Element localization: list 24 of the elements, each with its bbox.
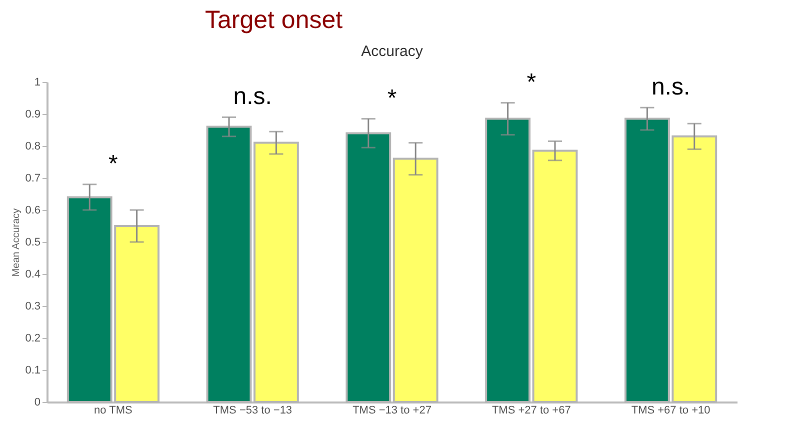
annotation: n.s. [651,74,690,101]
x-tick-label: TMS +67 to +10 [631,404,710,416]
y-tick-label: 0.7 [25,172,40,184]
y-tick-label: 0.4 [25,268,40,280]
x-tick-label: no TMS [94,404,132,416]
x-tick-label: TMS +27 to +67 [492,404,571,416]
y-tick-label: 0.2 [25,332,40,344]
y-tick-label: 0.9 [25,108,40,120]
y-tick-label: 0.8 [25,140,40,152]
y-tick-label: 1 [34,76,40,88]
y-tick-label: 0 [34,396,40,408]
y-tick-label: 0.1 [25,364,40,376]
y-tick-label: 0.5 [25,236,40,248]
y-tick-label: 0.3 [25,300,40,312]
x-tick-label: TMS −53 to −13 [213,404,292,416]
annotation: * [526,68,536,96]
y-tick-label: 0.6 [25,204,40,216]
annotation: n.s. [233,83,272,110]
annotation: * [108,150,118,178]
y-axis-title: Mean Accuracy [11,208,22,277]
chart-subtitle: Accuracy [361,42,424,60]
annotation: * [387,84,397,112]
x-tick-label: TMS −13 to +27 [352,404,432,416]
chart-title: Target onset [205,6,343,35]
